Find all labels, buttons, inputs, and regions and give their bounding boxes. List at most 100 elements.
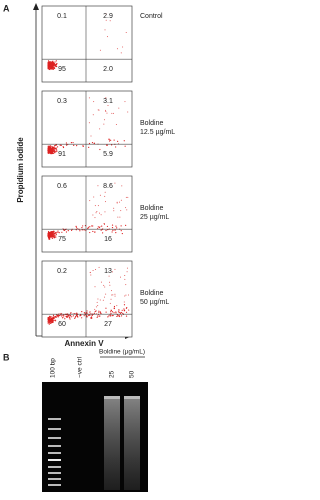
event-dot: [75, 315, 77, 318]
event-dot: [88, 146, 90, 148]
event-dot: [50, 63, 52, 65]
event-dot: [83, 229, 85, 231]
quadrant-value: 95: [58, 66, 66, 73]
event-dot: [57, 316, 59, 318]
event-dot: [91, 225, 93, 227]
event-dot: [111, 226, 114, 229]
event-dot: [54, 63, 56, 66]
event-dot: [49, 232, 51, 234]
event-dot: [109, 184, 111, 186]
event-dot: [107, 104, 109, 106]
event-dot: [93, 196, 95, 198]
event-dot: [111, 311, 114, 313]
event-dot: [99, 226, 101, 228]
event-dot: [55, 64, 57, 67]
event-dot: [98, 311, 100, 313]
event-dot: [99, 311, 101, 313]
event-dot: [48, 316, 50, 319]
ladder-band: [48, 459, 61, 461]
event-dot: [53, 230, 55, 232]
event-dot: [120, 199, 122, 201]
event-dot: [110, 290, 112, 292]
event-dot: [47, 145, 49, 147]
event-dot: [102, 299, 104, 301]
event-dot: [47, 68, 49, 70]
event-dot: [81, 317, 83, 319]
event-dot: [99, 299, 101, 301]
event-dot: [88, 97, 90, 99]
event-dot: [128, 294, 130, 296]
event-dot: [53, 63, 55, 65]
condition-label: 25 µg/mL: [140, 214, 169, 221]
event-dot: [116, 202, 118, 204]
event-dot: [94, 231, 96, 233]
event-dot: [99, 128, 101, 130]
event-dot: [50, 67, 53, 69]
event-dot: [48, 149, 50, 151]
event-dot: [123, 140, 125, 142]
event-dot: [128, 309, 130, 311]
ladder-band: [48, 478, 61, 480]
event-dot: [47, 66, 49, 68]
event-dot: [115, 312, 117, 314]
ladder-band: [48, 466, 61, 468]
event-dot: [50, 320, 52, 323]
event-dot: [67, 230, 69, 232]
event-dot: [54, 320, 57, 322]
event-dot: [90, 274, 92, 276]
event-dot: [98, 266, 100, 268]
ladder-band: [48, 428, 61, 430]
event-dot: [61, 231, 63, 233]
event-dot: [126, 267, 128, 269]
event-dot: [125, 311, 128, 313]
event-dot: [126, 209, 128, 211]
event-dot: [113, 210, 115, 212]
event-dot: [58, 232, 60, 234]
event-dot: [122, 46, 124, 48]
event-dot: [49, 68, 51, 71]
event-dot: [114, 293, 116, 295]
condition-label: Boldine: [140, 205, 163, 212]
event-dot: [121, 311, 123, 314]
condition-label: 12.5 µg/mL: [140, 129, 175, 136]
well-band: [104, 396, 120, 399]
event-dot: [109, 315, 112, 317]
event-dot: [121, 232, 123, 235]
event-dot: [116, 314, 119, 316]
event-dot: [71, 229, 73, 232]
event-dot: [53, 319, 55, 322]
event-dot: [52, 231, 54, 234]
quadrant-value: 0.2: [57, 268, 67, 275]
event-dot: [125, 294, 127, 296]
event-dot: [92, 225, 94, 227]
event-dot: [110, 312, 112, 315]
event-dot: [103, 119, 105, 121]
plot-frame: [41, 260, 133, 338]
event-dot: [54, 145, 56, 147]
event-dot: [104, 191, 106, 193]
event-dot: [52, 148, 54, 150]
event-dot: [97, 315, 99, 317]
event-dot: [89, 200, 91, 202]
event-dot: [112, 229, 114, 232]
event-dot: [52, 236, 54, 238]
event-dot: [49, 63, 51, 65]
event-dot: [51, 233, 53, 235]
event-dot: [91, 314, 93, 316]
event-dot: [98, 109, 100, 111]
event-dot: [70, 142, 73, 144]
event-dot: [93, 312, 96, 314]
condition-label: 50 µg/mL: [140, 299, 169, 306]
event-dot: [55, 316, 58, 318]
event-dot: [55, 234, 57, 236]
event-dot: [112, 314, 114, 317]
event-dot: [112, 271, 114, 273]
event-dot: [51, 320, 53, 322]
event-dot: [60, 314, 62, 316]
event-dot: [49, 148, 51, 150]
event-dot: [118, 315, 121, 318]
event-dot: [98, 226, 101, 229]
event-dot: [76, 145, 78, 147]
event-dot: [109, 284, 111, 286]
event-dot: [105, 109, 107, 111]
